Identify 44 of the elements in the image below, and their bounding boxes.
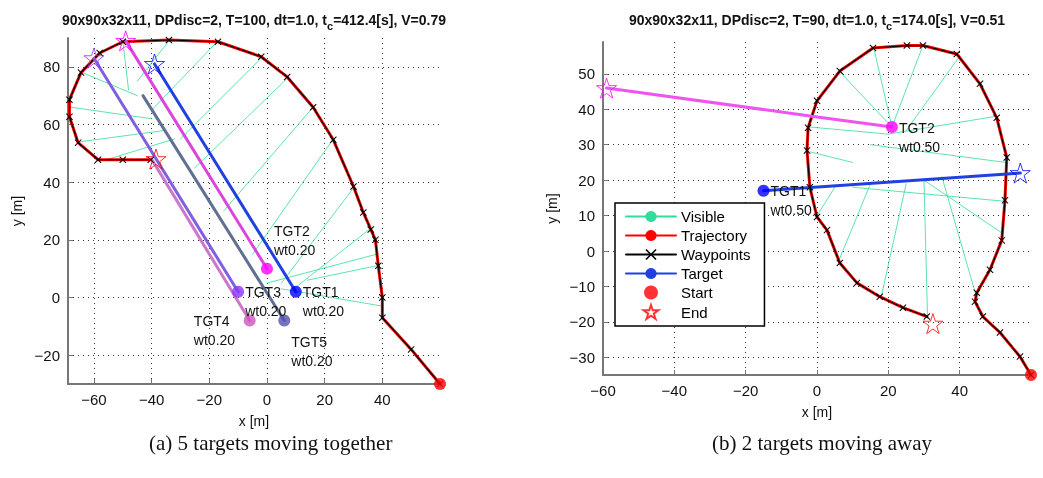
x-tick-label: −60 <box>81 391 107 408</box>
y-tick-label: 0 <box>51 289 60 306</box>
y-tick-label: 0 <box>586 242 595 260</box>
legend-label: End <box>681 303 708 321</box>
x-axis-title: x [m] <box>238 413 270 429</box>
legend-label: Waypoints <box>681 246 751 263</box>
annotation: TGT2 wt0.20 <box>272 223 316 259</box>
x-tick-label: 20 <box>879 382 897 399</box>
x-tick-label: 40 <box>373 391 391 408</box>
x-tick-label: −40 <box>138 391 165 408</box>
y-tick-label: 40 <box>578 100 595 118</box>
y-tick-label: 20 <box>578 171 595 189</box>
y-tick-label: 20 <box>43 231 60 249</box>
annotation: TGT5 wt0.20 <box>290 334 333 370</box>
y-tick-label: 50 <box>578 65 595 83</box>
y-tick-label: −30 <box>569 348 595 366</box>
legend-label: Start <box>681 284 714 301</box>
y-tick-label: 10 <box>578 207 595 225</box>
x-tick-label: −20 <box>196 391 223 408</box>
y-tick-label: 30 <box>578 136 595 154</box>
y-tick-label: 60 <box>43 116 60 133</box>
y-tick-label: −20 <box>569 313 595 331</box>
x-tick-label: −60 <box>590 382 616 399</box>
legend-label: Trajectory <box>681 227 748 244</box>
x-tick-label: 40 <box>951 382 969 399</box>
x-tick-label: 0 <box>812 382 822 399</box>
y-axis-title: y [m] <box>8 195 25 227</box>
x-tick-label: 0 <box>262 391 272 408</box>
x-tick-label: −40 <box>661 382 688 399</box>
text: (b) 2 targets moving away <box>712 430 933 455</box>
y-tick-label: −10 <box>569 277 595 295</box>
annotation: TGT1 wt0.20 <box>301 284 345 320</box>
annotation: TGT2 wt0.50 <box>897 119 941 155</box>
y-tick-label: −20 <box>34 346 60 364</box>
x-tick-label: −20 <box>732 382 759 399</box>
y-tick-label: 80 <box>43 58 60 76</box>
text: (a) 5 targets moving together <box>149 430 393 455</box>
y-tick-label: 40 <box>43 173 60 191</box>
legend-label: Target <box>681 265 724 282</box>
x-axis-title: x [m] <box>801 404 833 420</box>
x-tick-label: 20 <box>316 391 333 408</box>
y-axis-title: y [m] <box>543 193 560 224</box>
annotation: TGT4 wt0.20 <box>192 313 236 349</box>
legend-label: Visible <box>681 208 725 225</box>
